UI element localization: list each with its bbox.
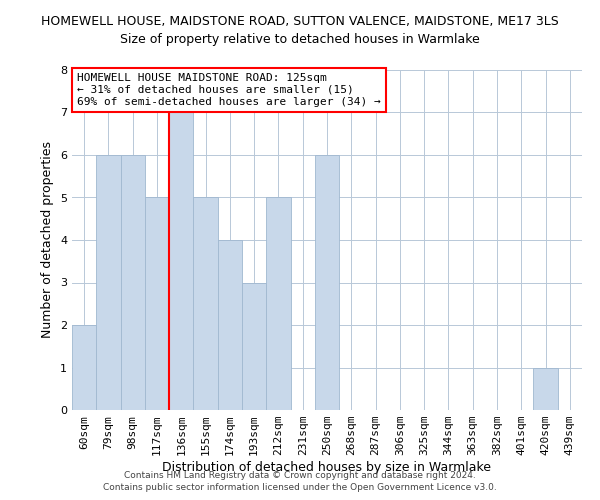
Bar: [121, 155, 145, 410]
Bar: [72, 325, 96, 410]
Text: HOMEWELL HOUSE MAIDSTONE ROAD: 125sqm
← 31% of detached houses are smaller (15)
: HOMEWELL HOUSE MAIDSTONE ROAD: 125sqm ← …: [77, 74, 381, 106]
Bar: [266, 198, 290, 410]
Text: HOMEWELL HOUSE, MAIDSTONE ROAD, SUTTON VALENCE, MAIDSTONE, ME17 3LS: HOMEWELL HOUSE, MAIDSTONE ROAD, SUTTON V…: [41, 15, 559, 28]
Y-axis label: Number of detached properties: Number of detached properties: [41, 142, 55, 338]
Text: Size of property relative to detached houses in Warmlake: Size of property relative to detached ho…: [120, 32, 480, 46]
Bar: [145, 198, 169, 410]
Bar: [96, 155, 121, 410]
Bar: [242, 282, 266, 410]
Bar: [533, 368, 558, 410]
Bar: [193, 198, 218, 410]
Bar: [218, 240, 242, 410]
Bar: [169, 112, 193, 410]
Bar: [315, 155, 339, 410]
X-axis label: Distribution of detached houses by size in Warmlake: Distribution of detached houses by size …: [163, 461, 491, 474]
Text: Contains HM Land Registry data © Crown copyright and database right 2024.
Contai: Contains HM Land Registry data © Crown c…: [103, 471, 497, 492]
